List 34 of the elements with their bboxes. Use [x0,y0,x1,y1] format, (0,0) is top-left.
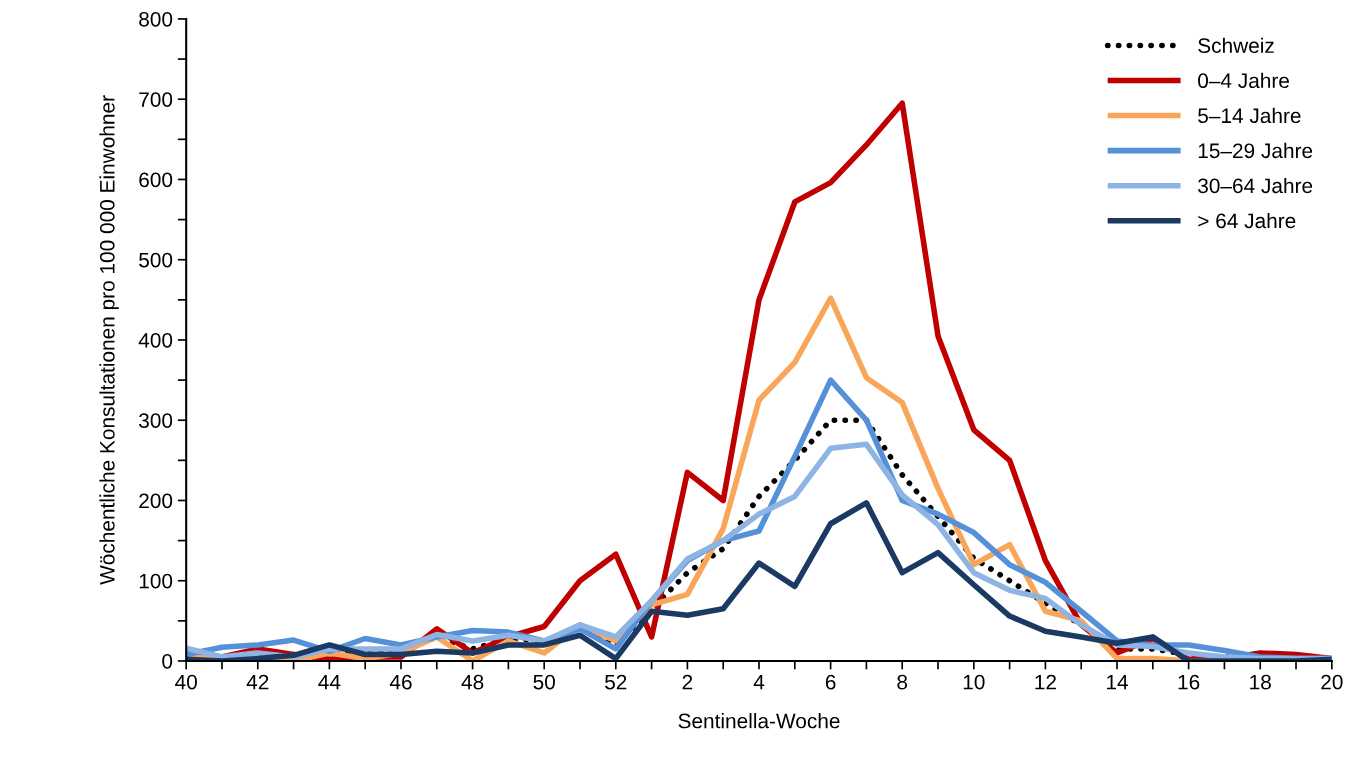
x-tick-label: 14 [1107,674,1128,690]
legend-label: 5–14 Jahre [1198,107,1301,124]
x-axis-title: Sentinella-Woche [678,713,840,729]
x-tick-label: 12 [1035,674,1056,690]
x-tick-label: 8 [897,674,908,690]
x-tick-label: 40 [175,674,197,690]
x-tick-label: 16 [1178,674,1200,690]
legend-label: 30–64 Jahre [1198,177,1313,194]
y-tick-label: 800 [139,11,173,27]
x-tick-label: 48 [461,674,484,690]
x-tick-label: 18 [1250,674,1271,690]
legend-label: > 64 Jahre [1198,212,1296,229]
y-tick-label: 400 [138,332,173,348]
y-tick-label: 200 [139,493,173,509]
y-tick-label: 700 [139,92,173,107]
y-tick-label: 600 [139,172,173,188]
y-tick-label: 0 [162,653,173,669]
x-tick-label: 2 [682,674,693,690]
y-axis-title: Wöchentliche Konsultationen pro 100 000 Einwohner [99,95,119,585]
legend-label: 0–4 Jahre [1198,72,1289,89]
x-tick-label: 50 [533,674,555,690]
x-tick-label: 42 [246,674,269,690]
y-tick-label: 300 [139,413,173,428]
y-tick-label: 100 [139,573,173,589]
x-tick-label: 4 [753,674,765,690]
x-tick-label: 46 [389,674,412,690]
y-tick-label: 500 [139,252,173,268]
legend-label: 15–29 Jahre [1198,142,1313,159]
x-tick-label: 20 [1321,674,1343,690]
x-tick-label: 6 [825,674,836,690]
x-tick-label: 44 [318,674,341,690]
x-tick-label: 52 [605,674,627,690]
x-tick-label: 10 [963,674,985,690]
legend-label: Schweiz [1198,37,1274,53]
